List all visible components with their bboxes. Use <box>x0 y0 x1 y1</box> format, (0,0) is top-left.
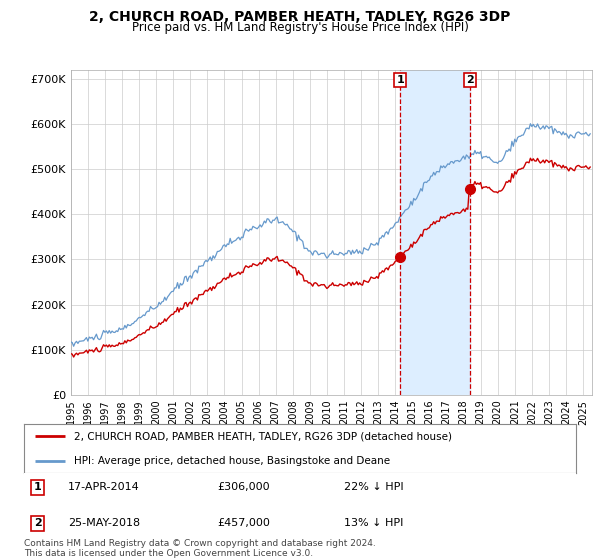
Text: Price paid vs. HM Land Registry's House Price Index (HPI): Price paid vs. HM Land Registry's House … <box>131 21 469 34</box>
Text: 1: 1 <box>34 482 41 492</box>
Text: £457,000: £457,000 <box>217 519 270 529</box>
Text: 1: 1 <box>397 75 404 85</box>
Text: 2: 2 <box>34 519 41 529</box>
Text: 17-APR-2014: 17-APR-2014 <box>68 482 140 492</box>
Text: 2: 2 <box>466 75 474 85</box>
Text: 13% ↓ HPI: 13% ↓ HPI <box>344 519 404 529</box>
Text: HPI: Average price, detached house, Basingstoke and Deane: HPI: Average price, detached house, Basi… <box>74 456 390 466</box>
Text: 2, CHURCH ROAD, PAMBER HEATH, TADLEY, RG26 3DP (detached house): 2, CHURCH ROAD, PAMBER HEATH, TADLEY, RG… <box>74 431 452 441</box>
Text: £306,000: £306,000 <box>217 482 270 492</box>
Bar <box>400 70 470 395</box>
Text: Contains HM Land Registry data © Crown copyright and database right 2024.
This d: Contains HM Land Registry data © Crown c… <box>24 539 376 558</box>
Text: 22% ↓ HPI: 22% ↓ HPI <box>344 482 404 492</box>
Text: 25-MAY-2018: 25-MAY-2018 <box>68 519 140 529</box>
Text: 2, CHURCH ROAD, PAMBER HEATH, TADLEY, RG26 3DP: 2, CHURCH ROAD, PAMBER HEATH, TADLEY, RG… <box>89 10 511 24</box>
